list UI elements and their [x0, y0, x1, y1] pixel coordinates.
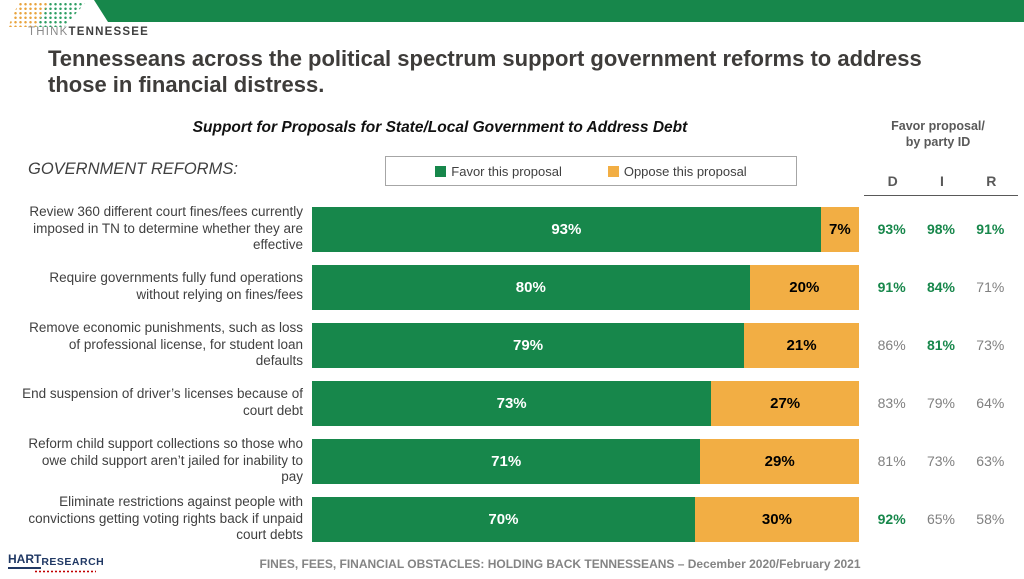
hart-research-logo: HART RESEARCH [8, 552, 118, 573]
row-label: Review 360 different court fines/fees cu… [29, 203, 303, 253]
top-banner [94, 0, 1024, 22]
chart-row: Reform child support collections so thos… [20, 432, 1016, 490]
party-value: 84% [926, 279, 955, 295]
party-value: 73% [926, 453, 955, 469]
bar-track: 93% 7% [312, 206, 859, 252]
bar-oppose-segment: 27% [711, 380, 859, 426]
hart-logo-research: RESEARCH [41, 556, 105, 568]
party-value: 86% [877, 337, 906, 353]
bar-oppose-segment: 7% [820, 206, 859, 252]
party-value: 71% [976, 279, 1005, 295]
party-values: 81% 73% 63% [867, 453, 1015, 469]
row-label: Remove economic punishments, such as los… [29, 319, 303, 369]
legend-item-favor: Favor this proposal [435, 164, 562, 179]
party-value: 92% [877, 511, 906, 527]
page-title: Tennesseans across the political spectru… [48, 46, 922, 98]
favor-swatch-icon [435, 165, 447, 177]
party-value: 64% [976, 395, 1005, 411]
party-value: 93% [877, 221, 906, 237]
bar-track: 73% 27% [312, 380, 859, 426]
party-value: 83% [877, 395, 906, 411]
bar-favor-segment: 79% [312, 322, 745, 368]
chart-legend: Favor this proposal Oppose this proposal [385, 156, 797, 186]
party-column-letters: D I R [868, 173, 1016, 189]
footer-caption: FINES, FEES, FINANCIAL OBSTACLES: HOLDIN… [259, 557, 861, 571]
chart-subtitle: Support for Proposals for State/Local Go… [192, 119, 688, 136]
bar-track: 71% 29% [312, 438, 859, 484]
party-value: 91% [877, 279, 906, 295]
party-values: 86% 81% 73% [867, 337, 1015, 353]
bar-track: 80% 20% [312, 264, 859, 310]
party-id-header-line2: by party ID [905, 135, 971, 150]
party-value: 81% [926, 337, 955, 353]
bar-favor-segment: 80% [312, 264, 750, 310]
row-label: Eliminate restrictions against people wi… [28, 493, 303, 543]
brand-think: THINK [28, 26, 69, 38]
party-column-i: I [940, 173, 944, 189]
section-label: GOVERNMENT REFORMS: [28, 160, 238, 178]
party-id-header-line1: Favor proposal/ [891, 119, 985, 133]
bar-oppose-segment: 20% [749, 264, 859, 310]
party-value: 79% [926, 395, 955, 411]
party-value: 65% [926, 511, 955, 527]
oppose-swatch-icon [607, 165, 619, 177]
party-column-d: D [887, 173, 898, 189]
party-header-rule [864, 195, 1018, 196]
think-tennessee-logo [8, 2, 86, 27]
party-value: 73% [976, 337, 1005, 353]
chart-row: Remove economic punishments, such as los… [20, 316, 1016, 374]
chart-row: End suspension of driver’s licenses beca… [20, 374, 1016, 432]
bar-favor-segment: 73% [312, 380, 712, 426]
legend-favor-label: Favor this proposal [451, 163, 562, 179]
party-column-r: R [986, 173, 997, 189]
party-value: 63% [976, 453, 1005, 469]
row-label: Reform child support collections so thos… [28, 435, 303, 485]
bar-track: 79% 21% [312, 322, 859, 368]
bar-oppose-segment: 21% [744, 322, 859, 368]
hart-logo-dotted-line [34, 570, 96, 573]
party-value: 98% [926, 221, 955, 237]
party-values: 91% 84% 71% [867, 279, 1015, 295]
row-label: End suspension of driver’s licenses beca… [22, 386, 303, 418]
bar-track: 70% 30% [312, 496, 859, 542]
legend-oppose-label: Oppose this proposal [623, 163, 747, 179]
legend-item-oppose: Oppose this proposal [607, 163, 747, 179]
party-values: 92% 65% 58% [867, 511, 1015, 527]
bar-favor-segment: 70% [312, 496, 695, 542]
chart-row: Review 360 different court fines/fees cu… [20, 200, 1016, 258]
party-value: 91% [976, 221, 1005, 237]
bar-oppose-segment: 29% [700, 438, 859, 484]
hart-logo-hart: HART [8, 552, 42, 569]
party-values: 93% 98% 91% [867, 221, 1015, 237]
bar-favor-segment: 71% [312, 438, 701, 484]
brand-tennessee: TENNESSEE [68, 26, 149, 38]
bar-oppose-segment: 30% [694, 496, 859, 542]
chart-row: Require governments fully fund operation… [20, 258, 1016, 316]
party-id-header: Favor proposal/ by party ID [858, 118, 1018, 151]
chart-rows: Review 360 different court fines/fees cu… [20, 200, 1016, 548]
party-values: 83% 79% 64% [867, 395, 1015, 411]
chart-row: Eliminate restrictions against people wi… [20, 490, 1016, 548]
row-label: Require governments fully fund operation… [49, 270, 303, 302]
brand-wordmark: THINKTENNESSEE [28, 26, 149, 38]
party-value: 81% [877, 453, 906, 469]
party-value: 58% [976, 511, 1005, 527]
bar-favor-segment: 93% [312, 206, 821, 252]
